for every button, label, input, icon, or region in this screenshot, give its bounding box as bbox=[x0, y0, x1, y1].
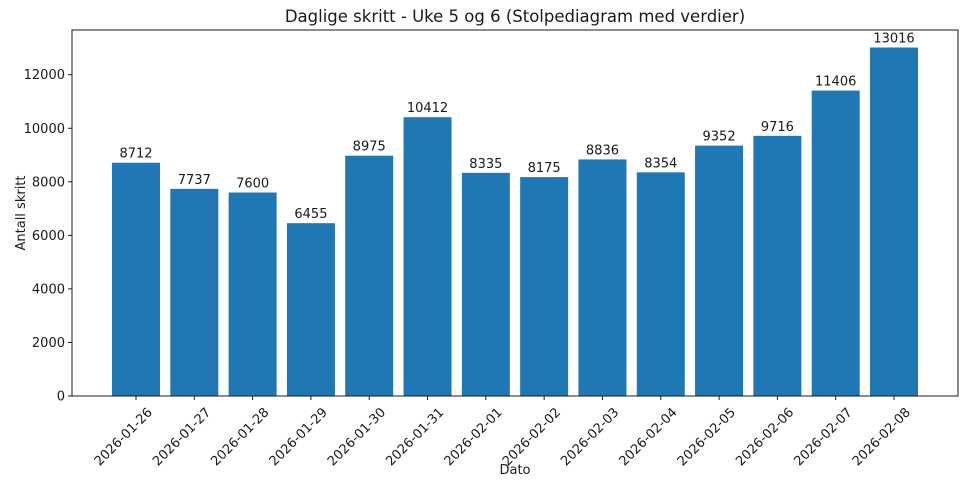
bar bbox=[345, 155, 394, 396]
x-tick-label: 2026-01-28 bbox=[208, 405, 272, 469]
bar bbox=[228, 192, 277, 396]
y-tick-label: 0 bbox=[57, 390, 65, 405]
bar bbox=[520, 177, 569, 396]
bar bbox=[461, 172, 510, 396]
bar-value-label: 11406 bbox=[815, 75, 856, 90]
bar-value-label: 10412 bbox=[407, 101, 448, 116]
bar bbox=[403, 117, 452, 396]
y-tick-label: 12000 bbox=[24, 68, 65, 83]
x-tick-label: 2026-01-29 bbox=[267, 405, 331, 469]
x-tick-label: 2026-01-27 bbox=[150, 405, 214, 469]
bar bbox=[753, 135, 802, 396]
x-tick-label: 2026-02-07 bbox=[791, 405, 855, 469]
bar-value-label: 7737 bbox=[178, 173, 211, 188]
x-tick-label: 2026-02-05 bbox=[675, 405, 739, 469]
bar bbox=[286, 223, 335, 396]
chart-title: Daglige skritt - Uke 5 og 6 (Stolpediagr… bbox=[285, 7, 745, 26]
y-tick-label: 2000 bbox=[32, 336, 65, 351]
bar bbox=[112, 162, 160, 396]
y-tick-label: 10000 bbox=[24, 122, 65, 137]
bar-value-label: 8354 bbox=[644, 156, 677, 171]
y-axis-label: Antall skritt bbox=[14, 175, 29, 250]
x-tick-label: 2026-02-08 bbox=[850, 405, 914, 469]
x-tick-label: 2026-02-06 bbox=[733, 405, 797, 469]
bar-value-label: 7600 bbox=[236, 177, 269, 192]
x-tick-label: 2026-02-02 bbox=[500, 405, 564, 469]
y-tick-label: 6000 bbox=[32, 229, 65, 244]
bar-value-label: 8836 bbox=[586, 143, 619, 158]
bar-value-label: 8175 bbox=[528, 161, 561, 176]
bar-value-label: 8712 bbox=[119, 147, 152, 162]
x-axis-label: Dato bbox=[499, 463, 530, 478]
bar-value-label: 6455 bbox=[294, 207, 327, 222]
bar-value-label: 8975 bbox=[353, 140, 386, 155]
bar bbox=[811, 90, 860, 396]
bar bbox=[870, 47, 918, 397]
bar-value-label: 9352 bbox=[703, 130, 736, 145]
bar bbox=[578, 159, 627, 396]
bar-value-label: 8335 bbox=[469, 157, 502, 172]
plot-frame bbox=[71, 29, 959, 397]
x-tick-label: 2026-01-30 bbox=[325, 405, 389, 469]
bar bbox=[636, 172, 685, 396]
x-tick-label: 2026-02-03 bbox=[558, 405, 622, 469]
bar bbox=[170, 188, 219, 396]
x-tick-label: 2026-01-26 bbox=[92, 405, 156, 469]
bar-value-label: 13016 bbox=[873, 32, 914, 47]
y-tick-label: 8000 bbox=[32, 175, 65, 190]
y-tick-label: 4000 bbox=[32, 282, 65, 297]
x-tick-label: 2026-01-31 bbox=[383, 405, 447, 469]
x-tick-label: 2026-02-04 bbox=[617, 405, 681, 469]
bar bbox=[695, 145, 744, 396]
bar-value-label: 9716 bbox=[761, 120, 794, 135]
x-tick-label: 2026-02-01 bbox=[442, 405, 506, 469]
